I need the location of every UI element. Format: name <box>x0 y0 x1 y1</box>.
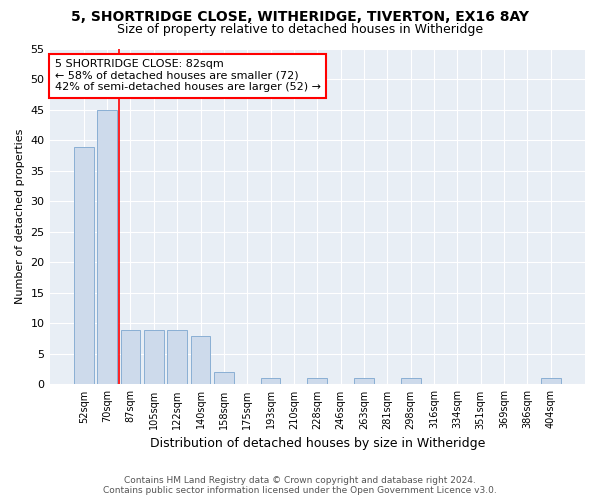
Bar <box>191 336 211 384</box>
Y-axis label: Number of detached properties: Number of detached properties <box>15 129 25 304</box>
Bar <box>541 378 560 384</box>
Bar <box>401 378 421 384</box>
Text: Size of property relative to detached houses in Witheridge: Size of property relative to detached ho… <box>117 22 483 36</box>
Bar <box>307 378 327 384</box>
Bar <box>74 146 94 384</box>
Bar <box>97 110 117 384</box>
Bar <box>144 330 164 384</box>
Bar <box>354 378 374 384</box>
Bar <box>121 330 140 384</box>
Bar <box>260 378 280 384</box>
Text: 5, SHORTRIDGE CLOSE, WITHERIDGE, TIVERTON, EX16 8AY: 5, SHORTRIDGE CLOSE, WITHERIDGE, TIVERTO… <box>71 10 529 24</box>
Bar <box>167 330 187 384</box>
Text: 5 SHORTRIDGE CLOSE: 82sqm
← 58% of detached houses are smaller (72)
42% of semi-: 5 SHORTRIDGE CLOSE: 82sqm ← 58% of detac… <box>55 59 321 92</box>
Text: Contains HM Land Registry data © Crown copyright and database right 2024.
Contai: Contains HM Land Registry data © Crown c… <box>103 476 497 495</box>
Bar <box>214 372 234 384</box>
X-axis label: Distribution of detached houses by size in Witheridge: Distribution of detached houses by size … <box>149 437 485 450</box>
